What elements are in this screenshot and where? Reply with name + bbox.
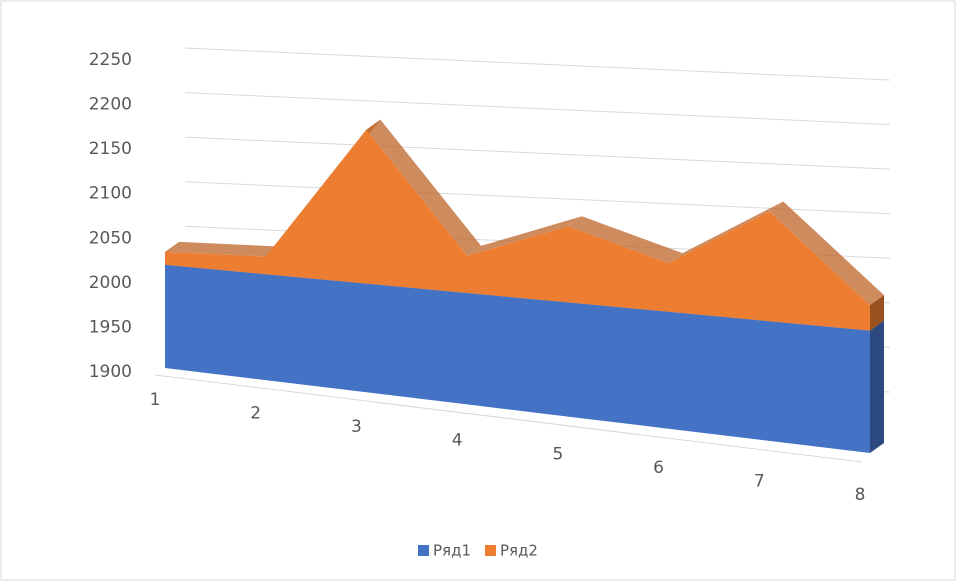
x-tick-label: 6 — [653, 458, 664, 478]
x-tick-label: 4 — [452, 431, 463, 451]
x-tick-label: 7 — [754, 471, 765, 491]
area-side — [870, 295, 884, 331]
area — [165, 129, 870, 331]
x-tick-label: 1 — [150, 390, 161, 410]
area — [165, 264, 870, 453]
legend-swatch — [484, 545, 496, 556]
x-tick-label: 5 — [552, 444, 563, 464]
area-depth — [567, 216, 683, 264]
legend-swatch — [418, 545, 429, 556]
area-depth — [467, 216, 582, 256]
x-tick-label: 8 — [855, 485, 866, 505]
area-depth — [366, 119, 482, 256]
grid-line — [184, 47, 891, 81]
y-tick-label: 2000 — [89, 273, 132, 293]
y-tick-label: 2150 — [89, 139, 132, 159]
grid-line — [184, 136, 891, 170]
y-tick-label: 2100 — [89, 184, 132, 204]
x-tick-label: 3 — [351, 417, 362, 437]
area-depth — [769, 201, 884, 306]
x-tick-label: 2 — [250, 404, 261, 424]
x-axis-line — [154, 374, 863, 463]
y-tick-label: 2050 — [89, 228, 132, 248]
y-tick-label: 1900 — [89, 362, 132, 382]
area-side — [870, 320, 884, 453]
area-depth — [668, 201, 784, 264]
y-tick-label: 2250 — [89, 50, 132, 70]
legend-label: Ряд1 — [433, 542, 471, 560]
area-depth — [165, 241, 280, 257]
y-tick-label: 1950 — [89, 317, 132, 337]
legend-label: Ряд2 — [500, 542, 538, 560]
y-tick-label: 2200 — [89, 95, 132, 115]
grid-line — [184, 92, 891, 126]
